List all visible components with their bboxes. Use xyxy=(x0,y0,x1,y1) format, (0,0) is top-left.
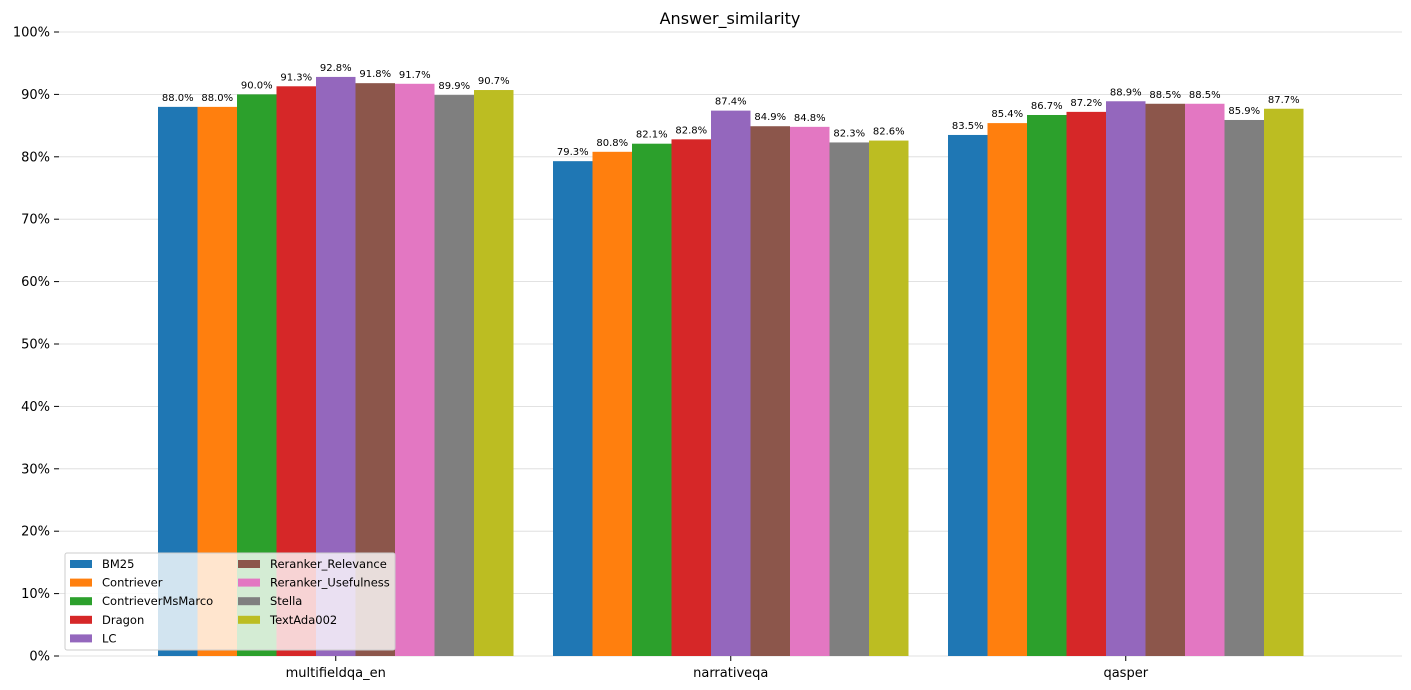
bar-value-label: 88.0% xyxy=(162,93,194,104)
bar-value-label: 82.1% xyxy=(636,130,668,141)
bar-value-label: 91.7% xyxy=(399,70,431,81)
y-tick-label: 30% xyxy=(21,462,50,477)
y-tick-label: 70% xyxy=(21,213,50,228)
bar xyxy=(1066,111,1106,656)
bar-value-label: 86.7% xyxy=(1031,101,1063,112)
legend-label: Dragon xyxy=(102,613,144,627)
bar xyxy=(1106,101,1146,657)
y-tick-label: 10% xyxy=(21,587,50,602)
y-tick-label: 100% xyxy=(13,26,50,41)
y-axis: 0% 10% 20% 30% 40% 50% 60% 70% 80% 90% 100% xyxy=(13,26,59,665)
bar xyxy=(632,143,672,657)
y-tick-label: 40% xyxy=(21,400,50,415)
bar xyxy=(711,110,751,656)
bar xyxy=(671,139,711,656)
legend-swatch xyxy=(238,560,260,568)
bar xyxy=(1224,119,1264,656)
bar xyxy=(750,126,790,656)
bar xyxy=(1264,108,1304,656)
bar xyxy=(474,90,514,657)
legend-label: Stella xyxy=(270,594,302,608)
y-tick-label: 20% xyxy=(21,525,50,540)
legend-label: TextAda002 xyxy=(269,613,337,627)
bar-value-label: 87.4% xyxy=(715,97,747,108)
bar-value-label: 82.8% xyxy=(675,125,707,136)
bar-value-label: 80.8% xyxy=(596,138,628,149)
bar xyxy=(829,142,869,656)
bar xyxy=(948,134,988,656)
bar-value-label: 85.4% xyxy=(991,109,1023,120)
bar-value-label: 88.0% xyxy=(201,93,233,104)
bar-value-label: 88.5% xyxy=(1149,90,1181,101)
bar-value-label: 84.8% xyxy=(794,113,826,124)
bar xyxy=(869,140,909,657)
legend-label: Reranker_Usefulness xyxy=(270,576,390,590)
bar-value-label: 83.5% xyxy=(952,121,984,132)
legend-swatch xyxy=(70,560,92,568)
bar-value-label: 92.8% xyxy=(320,63,352,74)
bar-value-label: 91.3% xyxy=(280,72,312,83)
bar-value-label: 90.0% xyxy=(241,80,273,91)
legend-swatch xyxy=(70,578,92,587)
y-tick-label: 0% xyxy=(29,650,50,665)
legend-swatch xyxy=(238,578,260,587)
legend-box xyxy=(64,552,396,651)
value-labels-layer: 88.0% 88.0% 90.0% 91.3% 92.8% 91.8% 91.7% 89.9%… xyxy=(162,63,1300,158)
bar-value-label: 79.3% xyxy=(557,147,589,158)
bar-value-label: 82.3% xyxy=(833,128,865,139)
bar-value-label: 89.9% xyxy=(438,81,470,92)
bar-value-label: 85.9% xyxy=(1228,106,1260,117)
legend-swatch xyxy=(238,615,260,624)
y-tick-label: 50% xyxy=(21,338,50,353)
x-tick-label: qasper xyxy=(1103,666,1148,681)
bar-value-label: 90.7% xyxy=(478,76,510,87)
bar-value-label: 82.6% xyxy=(873,127,905,138)
x-tick-label: narrativeqa xyxy=(693,666,768,681)
bar-value-label: 88.5% xyxy=(1189,90,1221,101)
bar-value-label: 84.9% xyxy=(754,112,786,123)
legend-swatch xyxy=(70,634,92,643)
bar xyxy=(553,161,593,656)
bar xyxy=(1027,114,1067,656)
bar xyxy=(1185,103,1225,656)
legend-label: BM25 xyxy=(102,557,134,571)
bar-value-label: 91.8% xyxy=(359,69,391,80)
bar-value-label: 87.7% xyxy=(1268,95,1300,106)
bar-value-label: 88.9% xyxy=(1110,87,1142,98)
bar xyxy=(1145,103,1185,656)
legend-swatch xyxy=(238,597,260,606)
bar xyxy=(987,123,1027,656)
y-tick-label: 80% xyxy=(21,150,50,165)
legend-swatch xyxy=(70,597,92,606)
bar xyxy=(434,95,474,657)
bar xyxy=(790,126,830,656)
legend-label: Contriever xyxy=(102,576,163,590)
chart-title: Answer_similarity xyxy=(660,9,801,29)
bar-value-label: 87.2% xyxy=(1070,98,1102,109)
y-tick-label: 90% xyxy=(21,88,50,103)
legend-swatch xyxy=(70,615,92,624)
y-tick-label: 60% xyxy=(21,275,50,290)
x-tick-label: multifieldqa_en xyxy=(286,666,386,681)
bar xyxy=(395,83,435,657)
legend-label: ContrieverMsMarco xyxy=(102,594,213,608)
legend-label: LC xyxy=(102,631,116,645)
bar xyxy=(592,151,632,657)
x-axis: multifieldqa_en narrativeqa qasper xyxy=(286,656,1149,681)
legend: BM25 Contriever ContrieverMsMarco Dragon LC R… xyxy=(64,552,396,651)
legend-label: Reranker_Relevance xyxy=(270,557,387,571)
